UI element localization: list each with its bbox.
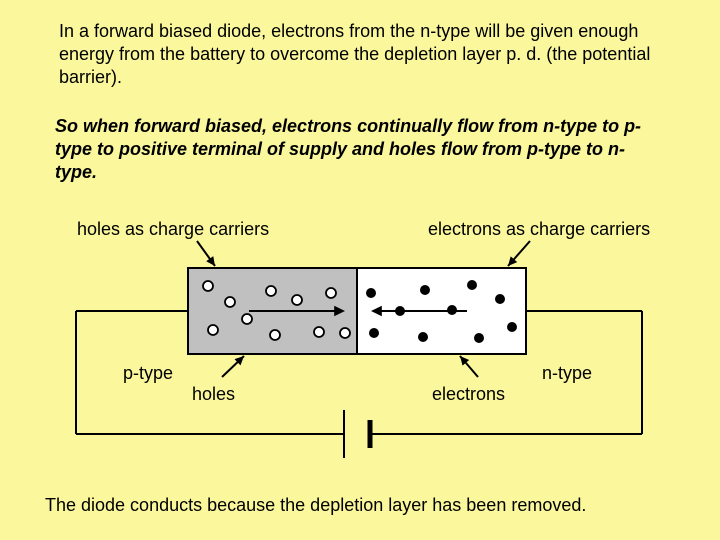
- page-root: In a forward biased diode, electrons fro…: [0, 0, 720, 540]
- diode-diagram: [0, 0, 720, 540]
